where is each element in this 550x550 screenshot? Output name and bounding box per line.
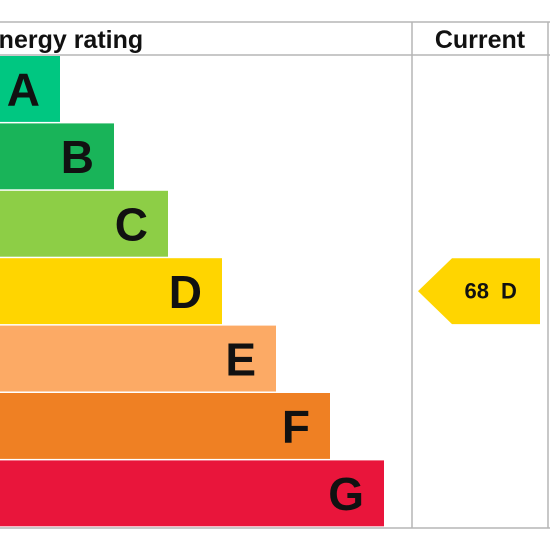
band-bar xyxy=(0,190,168,257)
band-letter: A xyxy=(7,64,40,116)
band-letter: C xyxy=(115,199,148,251)
band-bar xyxy=(0,258,222,325)
current-band: D xyxy=(501,279,517,304)
band-bar xyxy=(0,56,60,122)
band-letter: G xyxy=(328,468,364,520)
band-letter: E xyxy=(225,333,256,385)
band-bar xyxy=(0,460,384,527)
current-score: 68 xyxy=(465,279,489,304)
band-letter: F xyxy=(282,401,310,453)
current-arrow xyxy=(418,258,540,325)
header-title: Energy rating xyxy=(0,26,143,54)
band-letter: B xyxy=(61,131,94,183)
band-bar xyxy=(0,123,114,190)
band-letter: D xyxy=(169,266,202,318)
band-bar xyxy=(0,393,330,459)
band-bar xyxy=(0,325,276,392)
header-current: Current xyxy=(435,26,526,54)
